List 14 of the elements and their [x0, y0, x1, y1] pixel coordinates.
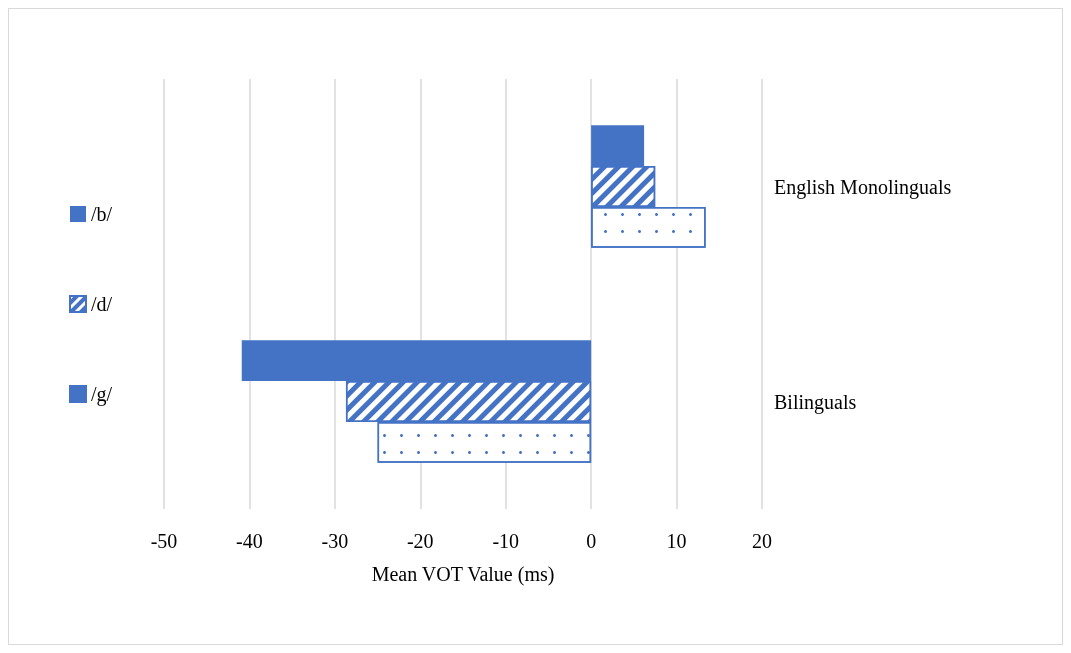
legend-label: /g/: [91, 383, 113, 406]
x-tick-label: -30: [321, 530, 349, 552]
x-tick-label: -10: [492, 530, 520, 552]
y-tick-label: Bilinguals: [774, 390, 857, 414]
x-tick-label: 20: [752, 530, 772, 552]
x-tick-label: 10: [666, 530, 687, 552]
legend-label: /b/: [91, 203, 113, 225]
x-tick-label: -40: [236, 530, 263, 552]
x-tick-label: 0: [586, 530, 597, 552]
x-tick-label: -20: [406, 530, 434, 552]
x-axis-title: Mean VOT Value (ms): [371, 563, 555, 586]
legend-label: /d/: [91, 293, 113, 315]
y-tick-label: English Monolinguals: [774, 175, 952, 199]
x-tick-label: -50: [150, 530, 178, 552]
